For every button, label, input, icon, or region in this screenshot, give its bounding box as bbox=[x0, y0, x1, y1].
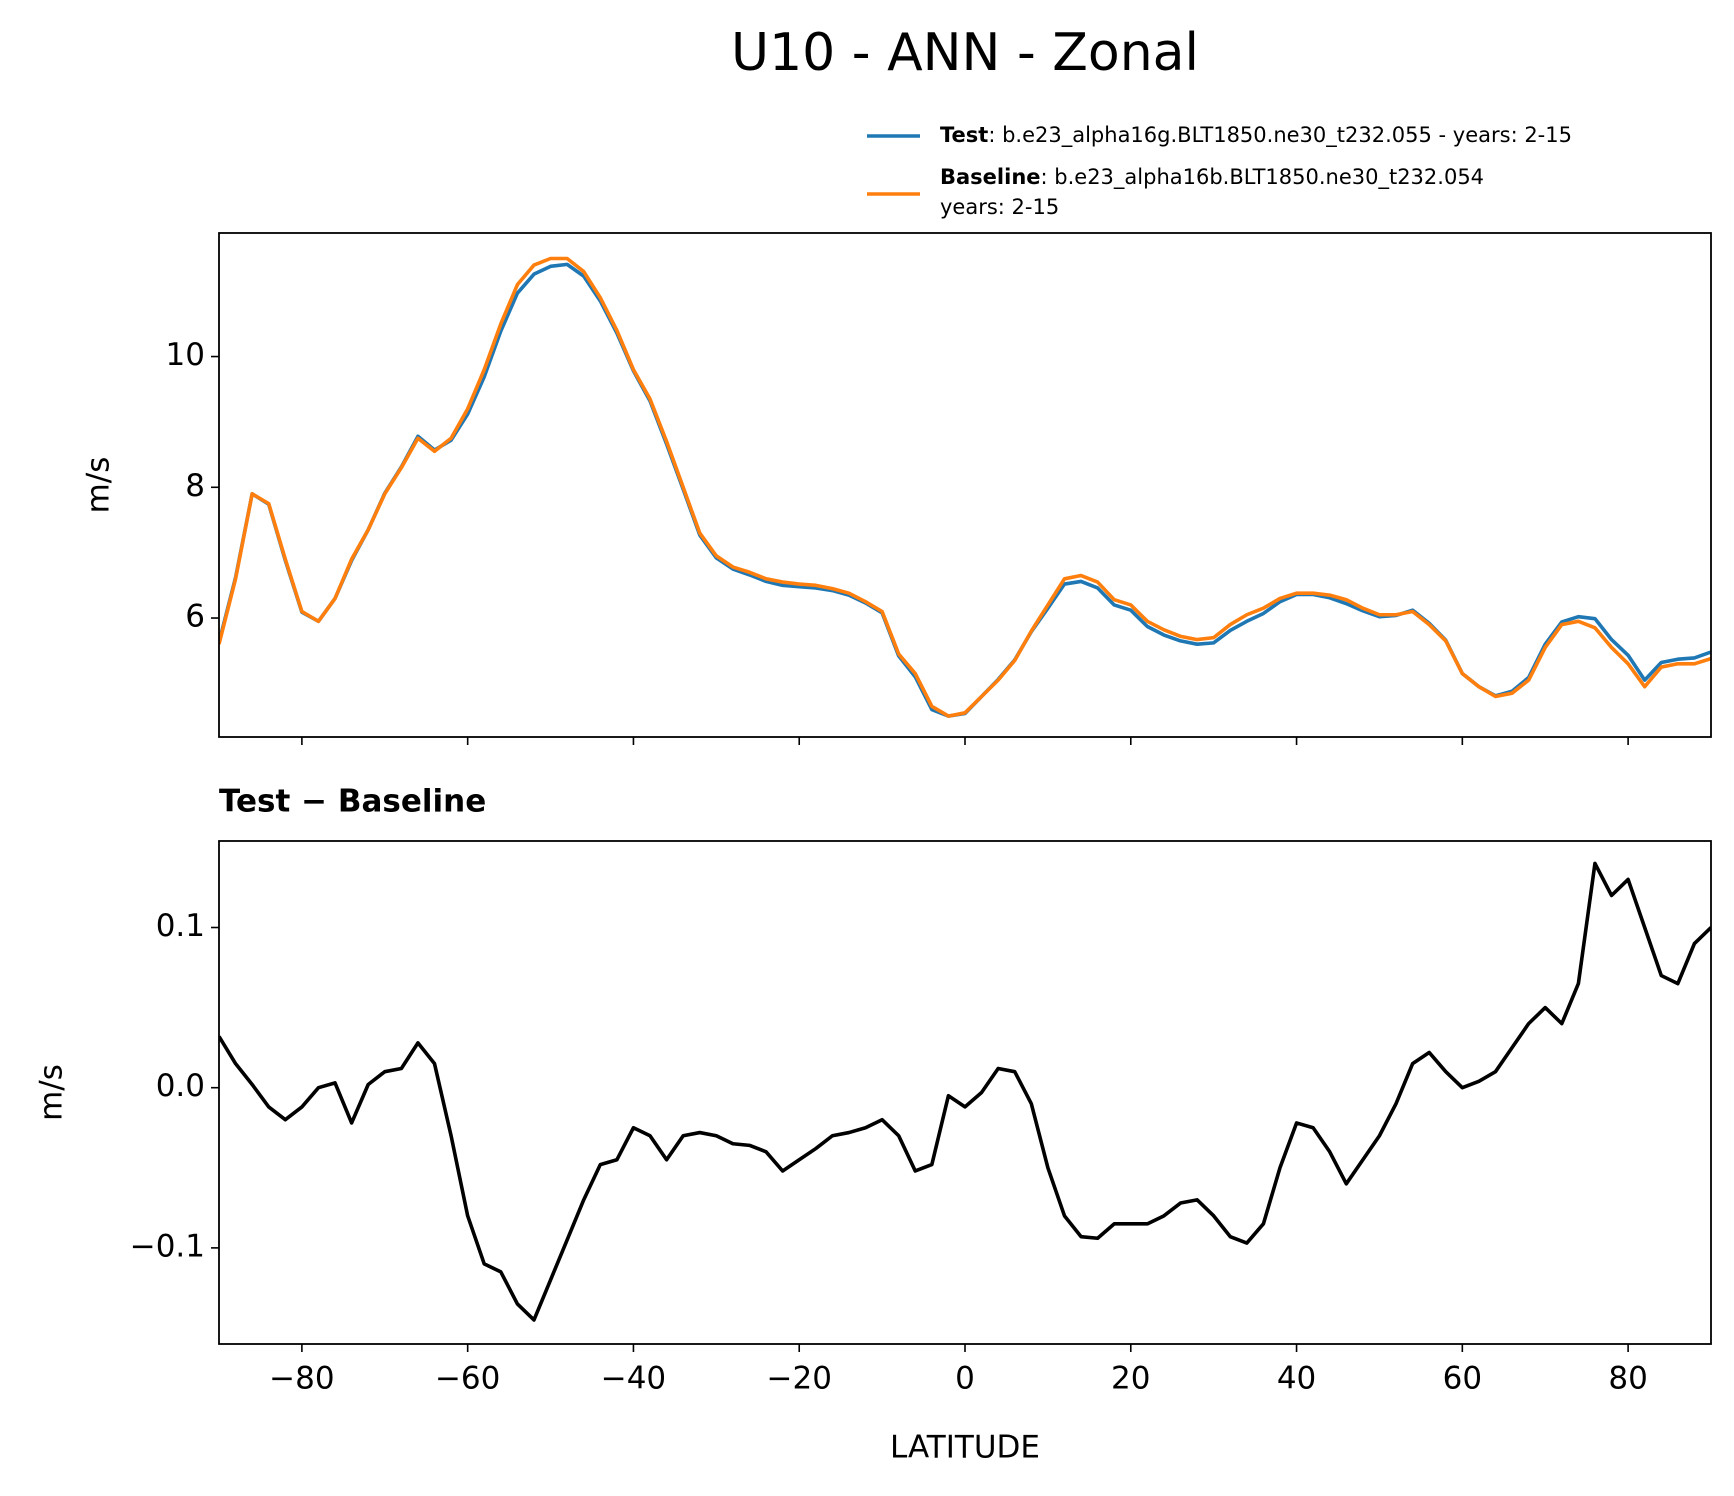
x-tick-label: 80 bbox=[1608, 1361, 1647, 1397]
legend-name: Test bbox=[940, 123, 988, 147]
y-tick-label: 0.1 bbox=[156, 908, 205, 944]
x-tick-label: −60 bbox=[435, 1361, 500, 1397]
subplot-title: Test − Baseline bbox=[219, 784, 486, 820]
legend-text: : b.e23_alpha16b.BLT1850.ne30_t232.054 bbox=[1041, 165, 1485, 190]
y-axis-label: m/s bbox=[34, 1064, 70, 1121]
axes-frame bbox=[218, 840, 1712, 1345]
x-tick-label: 60 bbox=[1443, 1361, 1482, 1397]
x-tick-label: 0 bbox=[955, 1361, 975, 1397]
legend-entry: Test: b.e23_alpha16g.BLT1850.ne30_t232.0… bbox=[940, 123, 1572, 148]
y-axis-label: m/s bbox=[81, 457, 117, 514]
figure-title: U10 - ANN - Zonal bbox=[731, 23, 1199, 83]
legend-text: years: 2-15 bbox=[940, 195, 1059, 219]
y-tick-label: 0.0 bbox=[156, 1068, 205, 1104]
y-tick-label: 10 bbox=[166, 337, 205, 373]
x-tick-label: −40 bbox=[601, 1361, 666, 1397]
x-axis-label: LATITUDE bbox=[890, 1430, 1040, 1466]
plot-area bbox=[219, 861, 1711, 1322]
legend-entry: Baseline: b.e23_alpha16b.BLT1850.ne30_t2… bbox=[940, 165, 1484, 190]
x-tick-label: 40 bbox=[1277, 1361, 1316, 1397]
x-tick-label: −80 bbox=[269, 1361, 334, 1397]
data-line bbox=[219, 861, 1711, 1322]
y-tick-label: −0.1 bbox=[130, 1228, 205, 1264]
plot-area bbox=[219, 256, 1711, 718]
x-tick-label: −20 bbox=[767, 1361, 832, 1397]
data-line bbox=[219, 262, 1711, 718]
legend-name: Baseline bbox=[940, 165, 1041, 189]
legend-text: : b.e23_alpha16g.BLT1850.ne30_t232.055 -… bbox=[988, 123, 1572, 148]
x-tick-label: 20 bbox=[1111, 1361, 1150, 1397]
y-tick-label: 8 bbox=[185, 468, 205, 504]
axes-frame bbox=[218, 232, 1712, 738]
data-line bbox=[219, 256, 1711, 718]
y-tick-label: 6 bbox=[185, 599, 205, 635]
